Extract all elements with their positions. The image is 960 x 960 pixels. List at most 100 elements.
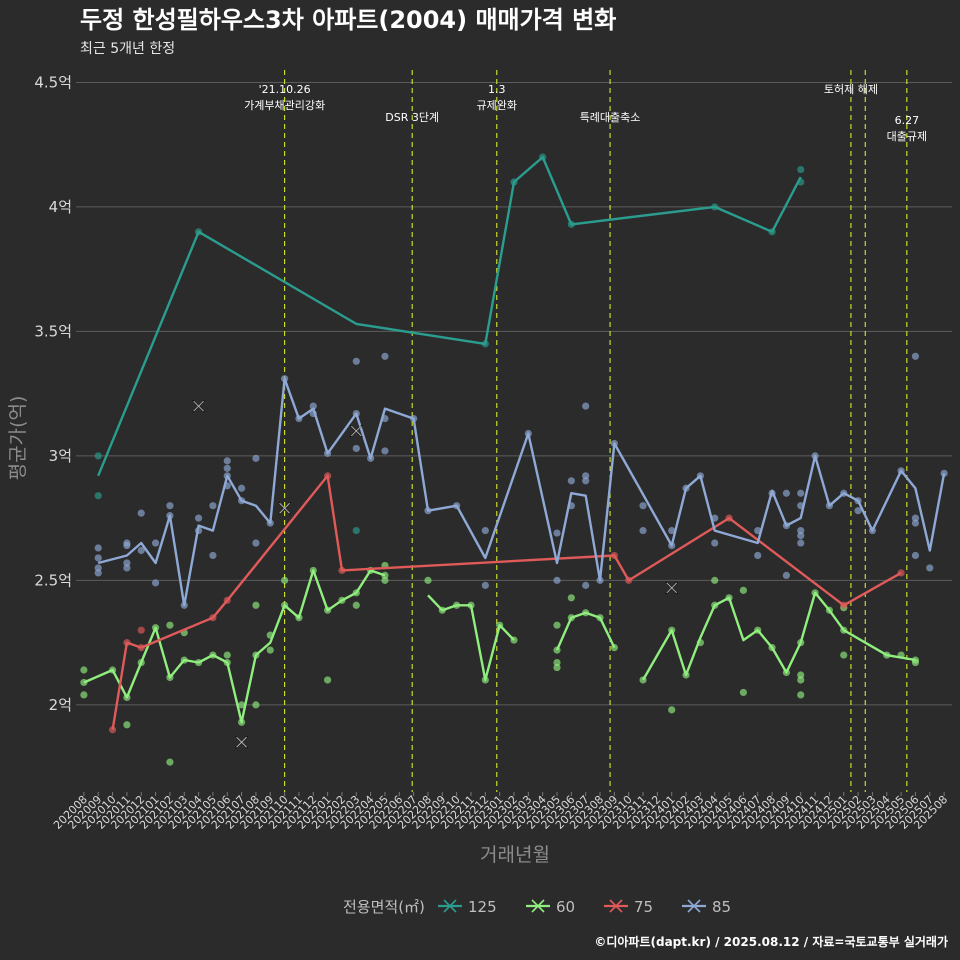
data-point (911, 514, 920, 522)
series-line (83, 569, 386, 724)
legend-label: 60 (556, 898, 575, 916)
chart-title: 두정 한성필하우스3차 아파트(2004) 매매가격 변화 (80, 6, 616, 34)
data-point (481, 581, 489, 589)
legend-label: 85 (712, 898, 731, 916)
cross-marker (235, 735, 249, 749)
series-line (427, 594, 515, 682)
data-point (797, 676, 805, 684)
event-label: 6.27 (895, 114, 920, 127)
event-label: DSR 3단계 (385, 111, 439, 124)
y-tick-label: 4.5억 (34, 73, 72, 91)
data-point (381, 576, 389, 584)
data-point (639, 502, 647, 510)
data-point (166, 758, 174, 766)
data-point (739, 586, 747, 594)
data-point (123, 541, 131, 550)
series-75 (108, 472, 905, 734)
series-line (97, 377, 946, 607)
data-point (797, 489, 805, 497)
grid-lines (76, 81, 952, 706)
data-point (582, 581, 590, 589)
data-point (80, 666, 88, 674)
data-point (223, 651, 231, 659)
series-line (111, 474, 902, 730)
data-point (553, 576, 561, 584)
data-point (582, 402, 590, 410)
data-point (94, 569, 102, 577)
data-point (553, 663, 561, 672)
data-point (151, 579, 160, 587)
data-point (381, 352, 389, 360)
y-tick-label: 4억 (49, 198, 72, 216)
legend-entry-125: 125 (438, 898, 497, 916)
data-point (567, 477, 575, 485)
data-point (209, 551, 217, 560)
data-point (123, 559, 131, 567)
data-point (209, 502, 217, 510)
data-point (711, 539, 719, 547)
data-point (309, 402, 317, 410)
event-label: 1.3 (488, 83, 506, 96)
data-point (582, 472, 590, 480)
data-point (553, 621, 561, 629)
source-footer: ©디아파트(dapt.kr) / 2025.08.12 / 자료=국토교통부 실… (594, 934, 948, 949)
data-point (352, 357, 360, 365)
y-tick-label: 2억 (49, 696, 72, 714)
data-point (324, 676, 332, 684)
series-line (641, 591, 916, 681)
data-point (926, 564, 934, 572)
data-point (424, 576, 432, 584)
data-point (582, 477, 590, 485)
data-point (94, 554, 102, 562)
data-point (194, 514, 203, 522)
cross-stroke (193, 400, 204, 412)
data-point (266, 646, 274, 654)
legend-swatch-cross (687, 899, 701, 913)
data-point (166, 502, 174, 510)
data-point (281, 576, 289, 584)
data-point (223, 457, 231, 465)
x-axis-title: 거래년월 (480, 844, 550, 866)
legend-swatch-cross (609, 899, 623, 913)
series-line (97, 155, 802, 477)
event-label: 특례대출축소 (580, 111, 641, 124)
cross-stroke (236, 736, 247, 748)
data-point (80, 691, 88, 699)
data-point (797, 691, 805, 699)
data-point (94, 564, 102, 572)
cross-marker (349, 424, 363, 438)
data-point (782, 489, 791, 497)
legend-label: 125 (468, 898, 497, 916)
data-point (94, 452, 102, 460)
data-point (911, 519, 920, 527)
legend-entry-85: 85 (682, 898, 731, 916)
legend-swatch-cross (443, 899, 457, 913)
legend: 전용면적(㎡) 125 60 75 85 (343, 898, 731, 916)
data-point (782, 571, 791, 580)
data-point (567, 594, 575, 602)
data-point (252, 601, 260, 609)
data-point (711, 576, 719, 584)
event-label: 대출규제 (887, 130, 927, 143)
x-axis-ticks: 2020082020092020102020112020122021012021… (51, 792, 950, 832)
data-point (797, 165, 805, 174)
cross-stroke (279, 502, 290, 514)
cross-marker (192, 399, 206, 413)
legend-label: 75 (634, 898, 653, 916)
data-point (137, 509, 145, 517)
event-label: 가계부채관리강화 (244, 99, 325, 112)
event-label: 규제완화 (477, 99, 517, 112)
legend-entry-60: 60 (526, 898, 575, 916)
series-layer (80, 153, 948, 766)
data-point (754, 551, 762, 560)
data-point (381, 447, 389, 455)
data-point (911, 551, 920, 560)
data-point (166, 621, 174, 629)
data-point (94, 544, 102, 552)
data-point (797, 539, 805, 547)
series-85 (94, 352, 948, 609)
data-point (137, 626, 145, 634)
data-point (137, 546, 145, 555)
y-tick-label: 2.5억 (34, 571, 72, 589)
